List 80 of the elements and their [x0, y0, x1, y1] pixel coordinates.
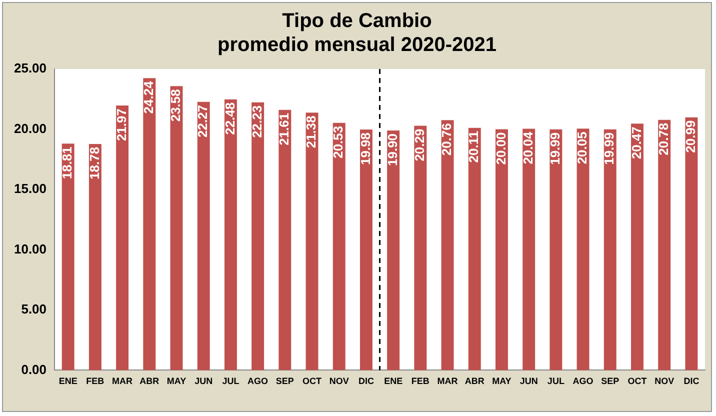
bar: [62, 144, 74, 370]
bar: [252, 102, 264, 370]
x-tick-label: AGO: [248, 376, 268, 386]
bar: [88, 144, 102, 370]
bar: [414, 126, 427, 370]
x-tick-label: DIC: [684, 376, 700, 386]
y-tick-label: 0.00: [21, 362, 47, 377]
bar: [387, 130, 400, 370]
data-label: 21.97: [114, 108, 129, 142]
data-label: 20.76: [439, 123, 454, 156]
data-label: 20.11: [466, 130, 482, 163]
x-tick-label: MAR: [437, 376, 458, 386]
x-tick-label: OCT: [628, 376, 648, 386]
data-label: 19.90: [384, 133, 400, 166]
x-tick-label: JUN: [194, 376, 213, 386]
bar: [278, 110, 292, 370]
data-label: 20.99: [683, 120, 698, 153]
x-tick-label: NOV: [654, 376, 674, 386]
x-tick-label: ENE: [384, 376, 403, 386]
bar: [631, 124, 644, 370]
x-tick-label: JUN: [520, 376, 538, 386]
data-label: 20.53: [330, 126, 346, 158]
y-tick-label: 20.00: [14, 120, 47, 136]
bar: [576, 128, 590, 370]
x-tick-label: SEP: [276, 376, 294, 386]
x-tick-label: MAY: [166, 376, 186, 386]
data-label: 22.27: [195, 104, 210, 138]
data-label: 20.00: [493, 132, 508, 165]
bar: [685, 117, 698, 370]
data-label: 21.61: [276, 112, 292, 146]
x-tick-label: NOV: [329, 376, 349, 386]
bar: [550, 129, 562, 370]
data-label: 21.38: [304, 116, 319, 148]
data-label: 20.47: [628, 126, 644, 160]
y-tick-label: 5.00: [21, 302, 47, 317]
data-label: 22.23: [249, 105, 264, 138]
y-tick-label: 10.00: [14, 241, 47, 256]
bar: [441, 120, 454, 370]
x-tick-label: ABR: [464, 376, 485, 386]
bar: [522, 128, 536, 370]
bar: [143, 78, 156, 370]
data-label: 18.78: [86, 146, 102, 180]
bar: [306, 112, 318, 370]
x-tick-label: ENE: [58, 376, 78, 386]
x-tick-label: MAY: [492, 376, 512, 386]
y-tick-label: 25.00: [14, 60, 47, 76]
x-tick-label: JUL: [547, 376, 565, 386]
bar: [116, 106, 129, 370]
data-label: 20.29: [412, 128, 427, 162]
data-label: 20.04: [520, 131, 536, 164]
x-tick-label: AGO: [572, 376, 594, 386]
bar: [170, 86, 183, 370]
data-label: 20.05: [574, 132, 590, 164]
x-tick-label: ABR: [140, 376, 160, 386]
data-label: 18.81: [60, 146, 75, 180]
x-tick-label: SEP: [601, 376, 620, 386]
bar: [468, 128, 481, 370]
chart-subtitle: promedio mensual 2020-2021: [216, 33, 498, 57]
bar: [360, 129, 372, 370]
chart-title: Tipo de Cambio: [281, 9, 433, 33]
x-tick-label: OCT: [302, 376, 322, 386]
data-label: 22.48: [222, 102, 238, 135]
data-label: 19.99: [602, 132, 617, 165]
data-label: 19.98: [358, 132, 373, 166]
bar: [658, 120, 671, 370]
data-label: 19.99: [548, 132, 563, 165]
bar: [224, 99, 237, 370]
data-label: 23.58: [168, 89, 184, 122]
bar: [495, 129, 508, 370]
x-tick-label: FEB: [411, 376, 430, 386]
bar: [197, 102, 210, 370]
x-tick-label: DIC: [358, 376, 374, 386]
bar: [604, 129, 616, 370]
bar: [332, 122, 346, 370]
x-tick-label: FEB: [86, 376, 105, 386]
y-tick-label: 15.00: [14, 181, 47, 196]
data-label: 24.24: [140, 80, 156, 114]
data-label: 20.78: [656, 122, 671, 156]
x-tick-label: MAR: [112, 376, 134, 386]
x-tick-label: JUL: [222, 376, 240, 386]
